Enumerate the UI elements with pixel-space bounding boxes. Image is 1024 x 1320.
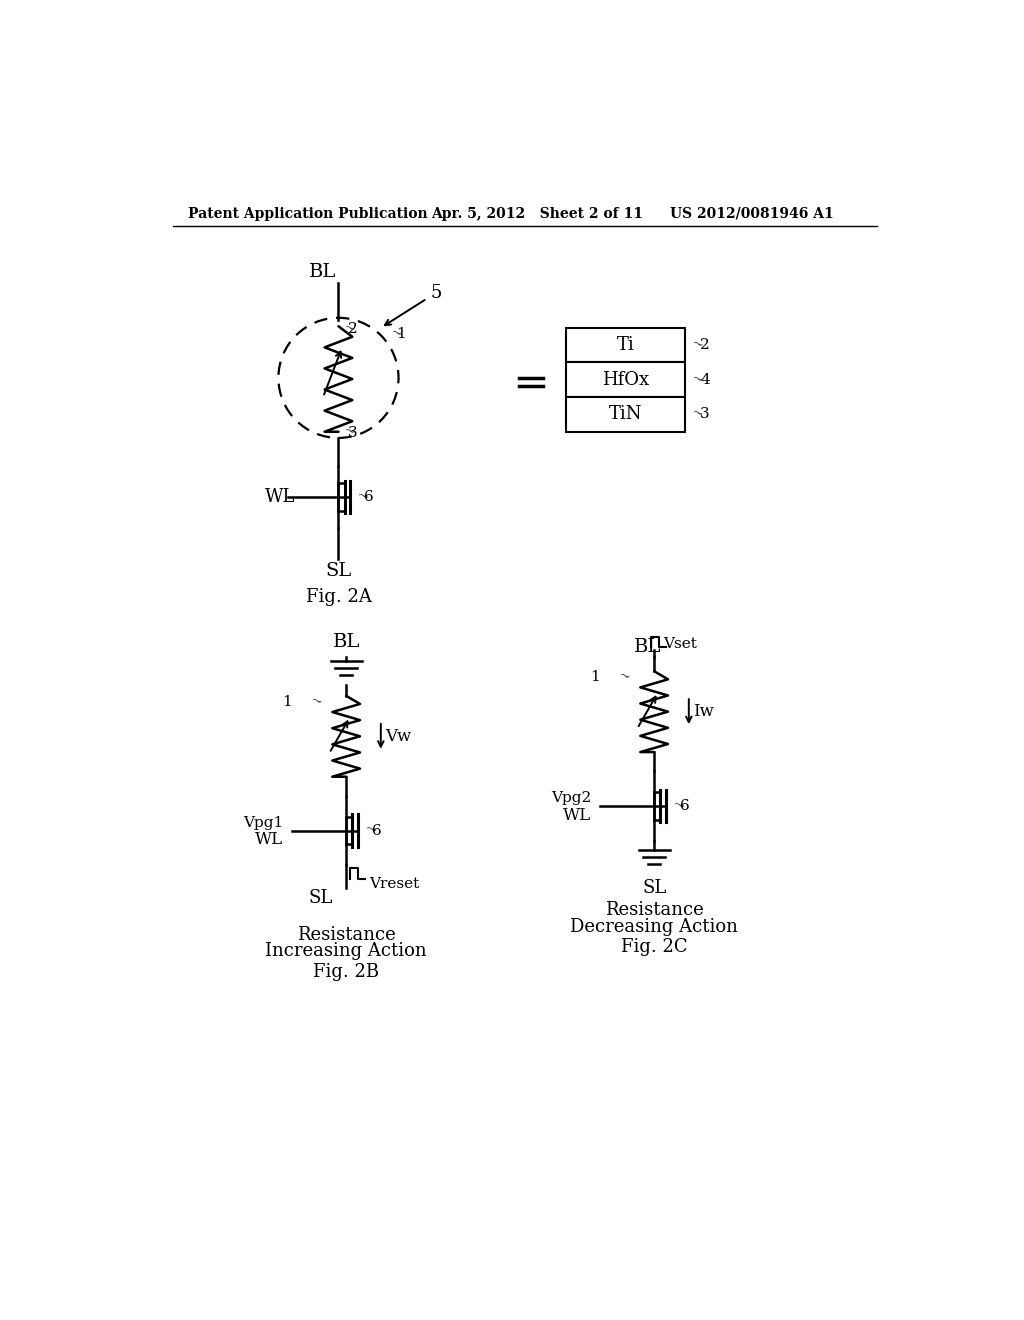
Text: 3: 3 (348, 425, 357, 440)
Text: Iw: Iw (692, 704, 714, 721)
Text: BL: BL (634, 638, 662, 656)
Text: HfOx: HfOx (602, 371, 649, 389)
Text: Ti: Ti (616, 337, 634, 354)
Text: US 2012/0081946 A1: US 2012/0081946 A1 (670, 207, 834, 220)
Text: ~: ~ (361, 822, 378, 840)
Text: SL: SL (326, 562, 351, 579)
Text: Fig. 2C: Fig. 2C (621, 939, 687, 956)
Text: Apr. 5, 2012   Sheet 2 of 11: Apr. 5, 2012 Sheet 2 of 11 (431, 207, 643, 220)
Text: 6: 6 (372, 824, 381, 838)
Text: 2: 2 (348, 322, 357, 337)
Text: BL: BL (309, 264, 337, 281)
Text: Fig. 2A: Fig. 2A (305, 589, 372, 606)
Text: TiN: TiN (608, 405, 642, 424)
Text: ~: ~ (689, 371, 706, 388)
Text: 1: 1 (283, 696, 292, 709)
Text: SL: SL (642, 879, 667, 898)
Text: ~: ~ (342, 424, 357, 441)
Text: 1: 1 (591, 671, 600, 684)
Text: Increasing Action: Increasing Action (265, 942, 427, 961)
Text: WL: WL (563, 807, 591, 824)
Text: Patent Application Publication: Patent Application Publication (188, 207, 428, 220)
Text: BL: BL (333, 634, 359, 651)
Text: Decreasing Action: Decreasing Action (570, 917, 738, 936)
Text: Vreset: Vreset (370, 876, 420, 891)
Text: Vset: Vset (664, 638, 697, 651)
Text: 6: 6 (680, 799, 689, 813)
Text: 6: 6 (364, 490, 374, 504)
Text: 5: 5 (431, 284, 442, 302)
Text: ~: ~ (670, 797, 686, 814)
Text: Resistance: Resistance (605, 902, 703, 919)
Text: ~: ~ (689, 405, 706, 422)
Text: ~: ~ (388, 326, 403, 342)
Text: WL: WL (265, 488, 296, 506)
Text: Vpg2: Vpg2 (551, 791, 591, 805)
Text: ~: ~ (689, 337, 706, 354)
Bar (565, 327, 685, 363)
Text: ~: ~ (354, 488, 371, 506)
Text: ~: ~ (342, 321, 357, 338)
Text: WL: WL (255, 832, 283, 849)
Text: ~: ~ (307, 693, 324, 710)
Text: 2: 2 (700, 338, 710, 352)
Text: Vw: Vw (385, 727, 411, 744)
Text: 4: 4 (700, 372, 710, 387)
Text: ~: ~ (615, 669, 632, 686)
Text: Resistance: Resistance (297, 925, 395, 944)
Text: SL: SL (308, 890, 333, 907)
Bar (565, 397, 685, 432)
Text: Fig. 2B: Fig. 2B (313, 962, 379, 981)
Text: 1: 1 (396, 327, 406, 341)
Bar (565, 363, 685, 397)
Text: Vpg1: Vpg1 (243, 816, 283, 830)
Text: 3: 3 (700, 408, 710, 421)
